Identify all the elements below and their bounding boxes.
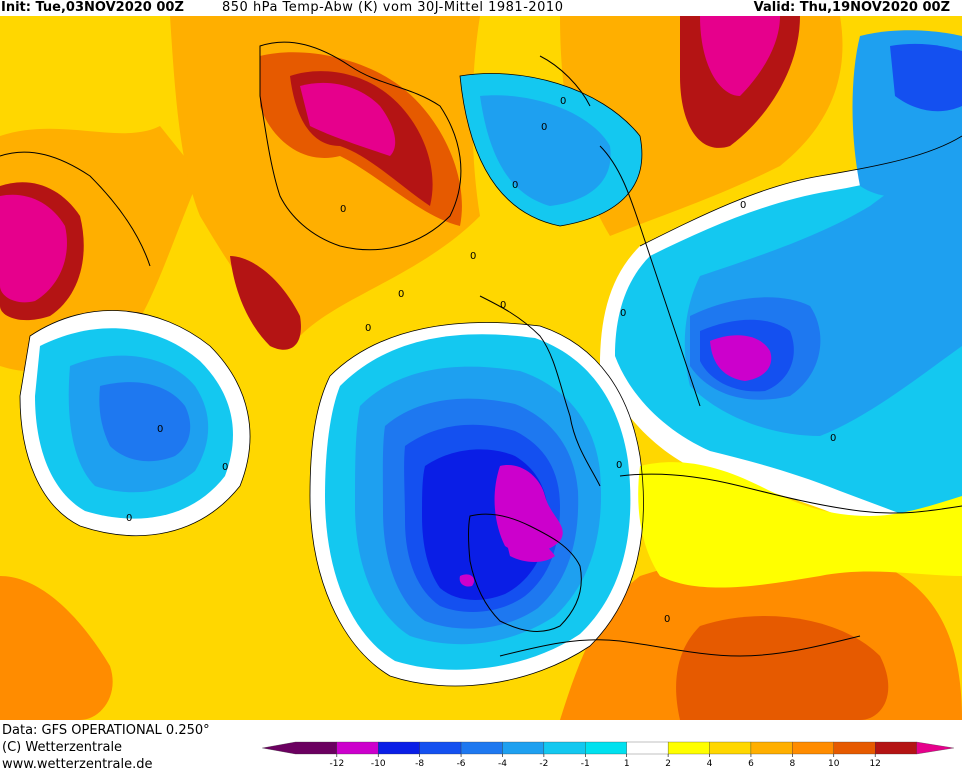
colorbar-swatch — [833, 741, 876, 755]
contour-label: 0 — [541, 122, 547, 133]
colorbar-swatch — [626, 741, 669, 755]
colorbar-tick-label: 10 — [828, 759, 840, 769]
north-africa-coast — [499, 635, 861, 657]
contour-label: 0 — [157, 424, 163, 435]
website: www.wetterzentrale.de — [2, 757, 153, 772]
svalbard-coast — [539, 55, 591, 107]
colorbar-legend: -12 -10 -8 -6 -4 -2 -1 1 2 4 6 8 10 12 — [262, 741, 954, 769]
contour-label: 0 — [365, 323, 371, 334]
colorbar-swatch — [378, 741, 420, 755]
extreme-cold-iberia — [494, 465, 563, 553]
contour-label: 0 — [340, 204, 346, 215]
colorbar-tick-label: 1 — [624, 759, 630, 769]
zero-contour-atlantic — [309, 322, 644, 687]
extreme-core-canada — [0, 194, 67, 303]
colorbar-swatch — [419, 741, 462, 755]
colorbar-tick-label: 8 — [789, 759, 795, 769]
colorbar-swatch — [750, 741, 793, 755]
contour-label: 0 — [512, 180, 518, 191]
warm-region-southwest — [0, 576, 113, 720]
colorbar-swatch — [502, 741, 545, 755]
colorbar-swatch — [262, 741, 337, 755]
colorbar-tick-label: 6 — [748, 759, 754, 769]
contour-label: 0 — [398, 289, 404, 300]
colorbar-swatch — [543, 741, 586, 755]
colorbar-tick-label: -10 — [371, 759, 386, 769]
colorbar-swatch — [336, 741, 379, 755]
mediterranean-north-coast — [619, 473, 962, 514]
colorbar-swatch — [916, 741, 954, 755]
colder-region-norwegian-sea — [480, 95, 611, 206]
colorbar-tick-label: -12 — [329, 759, 344, 769]
greenland-coast — [259, 41, 462, 251]
colorbar-swatch — [875, 741, 917, 755]
colorbar-swatch — [460, 741, 503, 755]
contour-label: 0 — [830, 433, 836, 444]
extreme-core-barents — [700, 16, 780, 96]
init-time: Init: Tue,03NOV2020 00Z — [1, 0, 184, 15]
extreme-cold-iberia-south — [505, 534, 555, 562]
header: Init: Tue,03NOV2020 00Z 850 hPa Temp-Abw… — [0, 0, 962, 16]
colorbar-tick-label: -1 — [581, 759, 590, 769]
credits: Data: GFS OPERATIONAL 0.250° (C) Wetterz… — [2, 722, 210, 773]
contour-label: 0 — [560, 96, 566, 107]
data-source: Data: GFS OPERATIONAL 0.250° — [2, 723, 210, 738]
footer: Data: GFS OPERATIONAL 0.250° (C) Wetterz… — [0, 720, 962, 782]
colorbar-swatch — [585, 741, 627, 755]
canada-coast — [0, 151, 151, 267]
coastlines — [0, 41, 962, 657]
zero-contour-west-atlantic — [19, 310, 251, 536]
colorbar-tick-label: -2 — [539, 759, 548, 769]
copyright: (C) Wetterzentrale — [2, 740, 123, 755]
colorbar-swatch — [667, 741, 710, 755]
colorbar-tick-label: -6 — [457, 759, 466, 769]
extreme-core-greenland — [300, 82, 396, 156]
colorbar-swatches — [262, 741, 954, 755]
colorbar-swatch — [792, 741, 834, 755]
colorbar-tick-label: 2 — [665, 759, 671, 769]
colorbar-tick-label: 12 — [869, 759, 880, 769]
colorbar-tick-label: -4 — [498, 759, 507, 769]
zero-contour-norwegian-sea — [459, 73, 643, 227]
contour-label: 0 — [126, 513, 132, 524]
cold-core-west-atlantic — [99, 382, 191, 462]
scandinavia-coast — [599, 145, 701, 407]
contour-label: 0 — [620, 308, 626, 319]
contour-label: 0 — [470, 251, 476, 262]
zero-contours — [19, 73, 962, 687]
contour-label: 0 — [616, 460, 622, 471]
chart-title: 850 hPa Temp-Abw (K) vom 30J-Mittel 1981… — [222, 0, 564, 15]
contour-labels: 0 0 0 0 0 0 0 0 0 0 0 0 0 0 0 0 — [126, 96, 836, 625]
contour-label: 0 — [222, 462, 228, 473]
contour-label: 0 — [500, 300, 506, 311]
hot-region-labrador-sea — [230, 256, 301, 350]
extreme-cold-central-europe — [710, 335, 772, 381]
colder-core-siberia — [890, 43, 962, 112]
map-canvas: 0 0 0 0 0 0 0 0 0 0 0 0 0 0 0 0 — [0, 16, 962, 720]
colorbar-swatch — [709, 741, 752, 755]
colorbar-ticks: -12 -10 -8 -6 -4 -2 -1 1 2 4 6 8 10 12 — [329, 754, 881, 769]
warm-region-mediterranean — [638, 462, 962, 588]
british-isles-coast — [479, 295, 601, 487]
contour-label: 0 — [664, 614, 670, 625]
valid-time: Valid: Thu,19NOV2020 00Z — [753, 0, 950, 15]
zero-contour-europe — [639, 135, 962, 247]
colorbar-tick-label: -8 — [415, 759, 424, 769]
contour-label: 0 — [740, 200, 746, 211]
iberia-coast — [468, 513, 582, 632]
extreme-cold-spot — [459, 574, 475, 587]
temperature-anomaly-map: 0 0 0 0 0 0 0 0 0 0 0 0 0 0 0 0 — [0, 16, 962, 720]
colorbar-tick-label: 4 — [707, 759, 713, 769]
